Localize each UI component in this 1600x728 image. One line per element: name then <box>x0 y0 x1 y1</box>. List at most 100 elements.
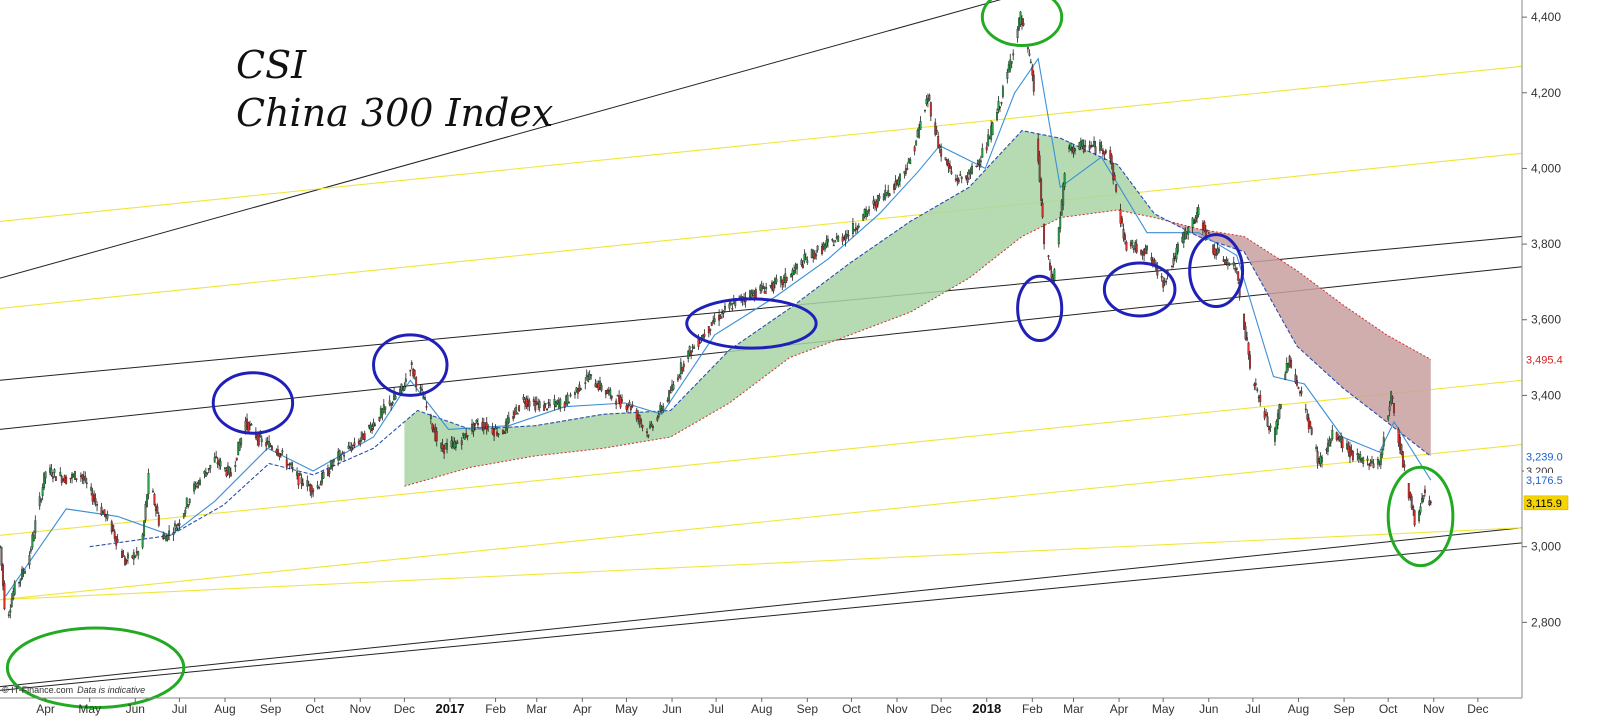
candle <box>100 502 103 516</box>
candle-body <box>341 452 344 454</box>
candle <box>316 480 319 490</box>
candle <box>1412 504 1415 516</box>
candle <box>762 282 765 290</box>
candle-body <box>1341 438 1344 449</box>
candle-body <box>1382 437 1385 447</box>
candle <box>1341 436 1344 453</box>
candle-body <box>628 402 631 406</box>
candle-body <box>338 450 341 457</box>
candle-body <box>1029 61 1032 64</box>
candle <box>775 274 778 285</box>
candle <box>1413 509 1416 527</box>
candle-body <box>1362 457 1365 464</box>
candle-body <box>260 438 263 443</box>
candle-body <box>472 424 475 432</box>
candle-body <box>566 394 569 404</box>
candle-body <box>1268 426 1271 431</box>
candle <box>276 445 279 457</box>
candle-body <box>259 434 262 437</box>
candle <box>456 439 459 445</box>
candle <box>178 519 181 530</box>
candle <box>74 470 76 481</box>
candle-body <box>1409 492 1412 498</box>
candle <box>554 400 557 408</box>
candle <box>410 360 413 370</box>
candle <box>291 461 294 473</box>
candle <box>215 450 218 459</box>
candle <box>1224 258 1226 265</box>
candle <box>157 512 160 528</box>
candle <box>151 488 154 493</box>
candle <box>1162 276 1165 292</box>
candle-body <box>404 378 407 382</box>
candle <box>688 345 691 357</box>
candle-body <box>59 471 62 476</box>
candle-body <box>146 494 149 507</box>
candle <box>940 143 943 162</box>
candle <box>1418 509 1421 524</box>
candle-body <box>968 169 971 175</box>
candle <box>669 386 672 394</box>
candle <box>772 281 775 294</box>
candle-body <box>43 472 46 488</box>
candle <box>868 205 871 216</box>
candle-body <box>831 239 834 241</box>
x-month-label: Apr <box>1110 702 1129 716</box>
candle <box>513 407 516 419</box>
candle <box>188 498 191 506</box>
candle <box>1366 455 1369 466</box>
candle-body <box>215 456 218 458</box>
candle-body <box>1026 47 1029 50</box>
candle <box>1047 254 1050 260</box>
candle <box>321 471 323 486</box>
candle-body <box>321 473 323 484</box>
candle <box>966 171 969 186</box>
candle-body <box>666 400 669 402</box>
candle <box>1429 500 1432 506</box>
candle <box>476 417 479 430</box>
candle <box>765 282 768 295</box>
candle <box>1274 426 1276 446</box>
candle-body <box>50 469 53 476</box>
candle <box>50 464 53 477</box>
candle <box>369 421 372 433</box>
candle <box>1310 426 1313 436</box>
candle <box>1203 220 1206 233</box>
price-tag-label: 3,115.9 <box>1526 498 1562 510</box>
candle-body <box>93 494 96 501</box>
candle-body <box>1124 234 1126 240</box>
candle <box>496 426 498 437</box>
candle-body <box>121 550 124 559</box>
candle-body <box>1196 211 1198 219</box>
candle <box>834 239 837 243</box>
candle-body <box>10 598 13 607</box>
candle-body <box>497 433 500 436</box>
candle <box>126 551 129 564</box>
candle-body <box>866 210 869 214</box>
candle-body <box>672 384 675 390</box>
candle-body <box>959 174 962 176</box>
candle <box>213 452 216 463</box>
candle <box>297 472 300 489</box>
candle-body <box>563 402 566 408</box>
candle-body <box>1401 451 1404 468</box>
candle-body <box>625 405 628 410</box>
candle <box>628 399 631 407</box>
candle <box>666 397 669 403</box>
candle <box>1062 182 1065 211</box>
candle-body <box>276 449 279 456</box>
candle-body <box>765 286 768 290</box>
candle <box>872 195 875 209</box>
candle <box>1009 53 1012 73</box>
candle-body <box>84 476 87 481</box>
candle-body <box>906 168 909 170</box>
candle <box>1119 203 1122 228</box>
candle-body <box>518 405 521 411</box>
candle <box>90 483 93 496</box>
candle-body <box>1057 227 1060 245</box>
black-trend-line <box>0 0 1002 279</box>
candle <box>1265 408 1268 417</box>
candle <box>934 118 937 137</box>
candle <box>125 558 128 565</box>
candle <box>1129 239 1132 250</box>
